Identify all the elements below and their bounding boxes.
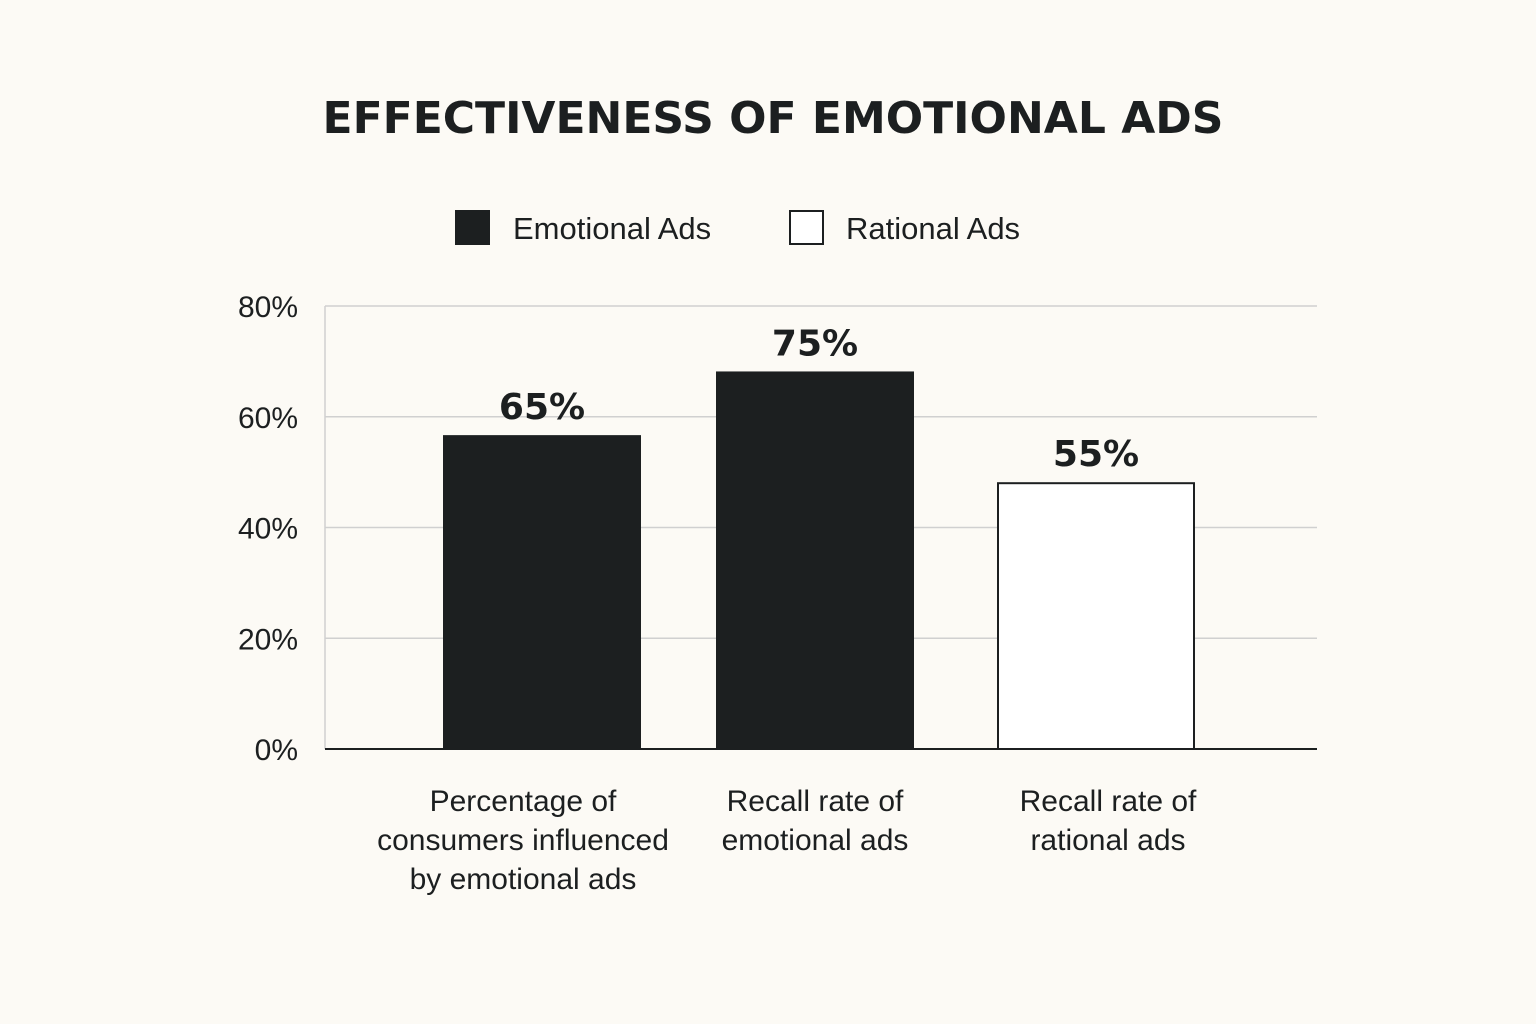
category-label-2-line-2: emotional ads [722, 824, 909, 857]
bars [443, 371, 1195, 750]
legend-label-emotional: Emotional Ads [513, 211, 711, 246]
y-tick-label-80: 80% [238, 291, 298, 324]
data-label-2: 75% [772, 323, 858, 364]
data-label-3: 55% [1053, 434, 1139, 475]
category-label-3-line-1: Recall rate of [1020, 785, 1197, 818]
y-tick-label-60: 60% [238, 402, 298, 435]
data-labels: 65% 75% 55% [499, 323, 1139, 475]
legend-label-rational: Rational Ads [846, 211, 1020, 246]
grid: 0% 20% 40% 60% 80% [238, 291, 1317, 767]
y-tick-label-0: 0% [255, 734, 298, 767]
y-tick-label-20: 20% [238, 623, 298, 656]
bar-2 [716, 371, 914, 750]
category-label-3-line-2: rational ads [1030, 824, 1185, 857]
category-label-2-line-1: Recall rate of [727, 785, 904, 818]
category-label-1-line-1: Percentage of [430, 785, 617, 818]
data-label-1: 65% [499, 387, 585, 428]
legend-swatch-rational [789, 210, 824, 245]
legend: Emotional Ads Rational Ads [455, 210, 1020, 246]
chart-title: EFFECTIVENESS OF EMOTIONAL ADS [323, 93, 1224, 144]
category-label-1-line-2: consumers influenced [377, 824, 669, 857]
bar-1 [443, 435, 641, 750]
category-labels: Percentage of consumers influenced by emot… [377, 785, 1197, 896]
category-label-1-line-3: by emotional ads [410, 863, 637, 896]
legend-swatch-emotional [455, 210, 490, 245]
bar-3 [997, 482, 1195, 750]
y-tick-label-40: 40% [238, 513, 298, 546]
